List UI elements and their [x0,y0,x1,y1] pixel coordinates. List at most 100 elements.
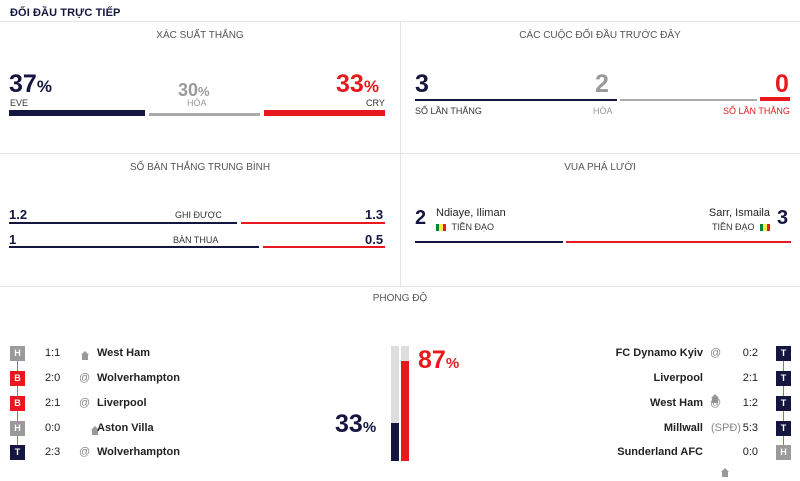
draw-probability-bar [149,113,260,116]
away-scorer-name[interactable]: Sarr, Ismaila [708,207,770,219]
home-venue-icon [80,351,90,361]
result-badge: H [776,445,791,460]
home-venue-icon [720,468,730,478]
away-form-percentage: 87% [418,346,460,374]
away-venue-marker: @ [79,397,91,409]
result-badge: T [776,421,791,436]
opponent-name[interactable]: Wolverhampton [97,372,180,384]
result-badge: B [10,396,25,411]
divider [0,21,800,22]
away-venue-marker: @ [710,397,722,409]
away-wins-label: SỐ LẦN THẮNG [723,106,790,116]
goals-scored-label: GHI ĐƯỢC [175,210,222,220]
opponent-name[interactable]: Sunderland AFC [617,446,703,458]
home-wins-bar [415,99,617,101]
draws-label: HÒA [593,106,613,116]
away-scorer-goals: 3 [777,207,789,229]
home-scorer-bar [415,241,563,243]
home-team-code: EVE [10,98,29,108]
connector-line [783,361,784,371]
result-badge: H [10,346,25,361]
home-goals-scored: 1.2 [9,207,28,222]
away-scorer-bar [566,241,791,243]
home-scorer-position: TIỀN ĐẠO [436,222,494,232]
result-badge: T [776,396,791,411]
away-goals-conceded: 0.5 [365,232,384,247]
away-team-code: CRY [366,98,385,108]
opponent-name[interactable]: Liverpool [653,372,703,384]
match-score: 0:2 [742,347,758,359]
away-scored-bar [241,222,385,224]
home-scored-bar [9,222,237,224]
match-score: 2:1 [742,372,758,384]
result-badge: B [10,371,25,386]
opponent-name[interactable]: FC Dynamo Kyiv [615,347,703,359]
senegal-flag-icon [760,224,770,232]
home-win-probability: 37% [9,70,52,98]
home-wins-label: SỐ LẦN THẮNG [415,106,482,116]
away-venue-marker: @ [710,347,722,359]
draws-count: 2 [595,70,609,98]
away-goals-scored: 1.3 [365,207,384,222]
match-score: 5:3 [742,422,758,434]
match-score: 2:3 [45,446,61,458]
connector-line [17,361,18,371]
opponent-name[interactable]: Aston Villa [97,422,154,434]
away-wins-count: 0 [775,70,789,98]
previous-meetings-title: CÁC CUỘC ĐỐI ĐẦU TRƯỚC ĐÂY [519,30,681,41]
away-venue-marker: (SPĐ) [711,422,741,434]
match-score: 0:0 [742,446,758,458]
home-scorer-name[interactable]: Ndiaye, Iliman [436,207,506,219]
opponent-name[interactable]: Millwall [663,422,703,434]
draw-label: HÒA [187,98,207,108]
away-wins-bar [760,97,790,101]
away-form-track [401,346,409,461]
draw-probability: 30% [178,80,210,100]
connector-line [17,411,18,421]
connector-line [783,411,784,421]
top-scorers-title: VUA PHÁ LƯỚI [564,162,636,173]
opponent-name[interactable]: West Ham [650,397,703,409]
match-score: 1:2 [742,397,758,409]
form-title: PHONG ĐỘ [372,293,428,304]
match-score: 1:1 [45,347,61,359]
away-venue-marker: @ [79,372,91,384]
opponent-name[interactable]: West Ham [97,347,150,359]
divider [0,286,800,287]
away-probability-bar [264,110,385,116]
opponent-name[interactable]: Wolverhampton [97,446,180,458]
match-score: 0:0 [45,422,61,434]
away-conceded-bar [263,246,385,248]
match-score: 2:0 [45,372,61,384]
connector-line [17,436,18,446]
draws-bar [620,99,757,101]
match-score: 2:1 [45,397,61,409]
win-probability-title: XÁC SUẤT THẮNG [156,30,244,41]
opponent-name[interactable]: Liverpool [97,397,147,409]
home-wins-count: 3 [415,70,429,98]
result-badge: T [776,346,791,361]
away-scorer-position: TIỀN ĐẠO [712,222,770,232]
page-title: ĐỐI ĐẦU TRỰC TIẾP [10,7,121,19]
divider [0,153,800,154]
connector-line [17,386,18,396]
home-goals-conceded: 1 [9,232,17,247]
away-venue-marker: @ [79,446,91,458]
home-scorer-goals: 2 [415,207,427,229]
home-venue-icon [90,426,100,436]
home-venue-icon [710,394,720,404]
connector-line [783,436,784,446]
away-win-probability: 33% [336,70,379,98]
home-form-percentage: 33% [335,410,377,438]
home-conceded-bar [9,246,259,248]
home-probability-bar [9,110,145,116]
avg-goals-title: SỐ BÀN THẮNG TRUNG BÌNH [129,162,271,173]
result-badge: T [776,371,791,386]
home-form-fill [391,423,399,461]
home-form-track [391,346,399,461]
connector-line [783,386,784,396]
result-badge: H [10,421,25,436]
result-badge: T [10,445,25,460]
senegal-flag-icon [436,224,446,232]
away-form-fill [401,361,409,461]
